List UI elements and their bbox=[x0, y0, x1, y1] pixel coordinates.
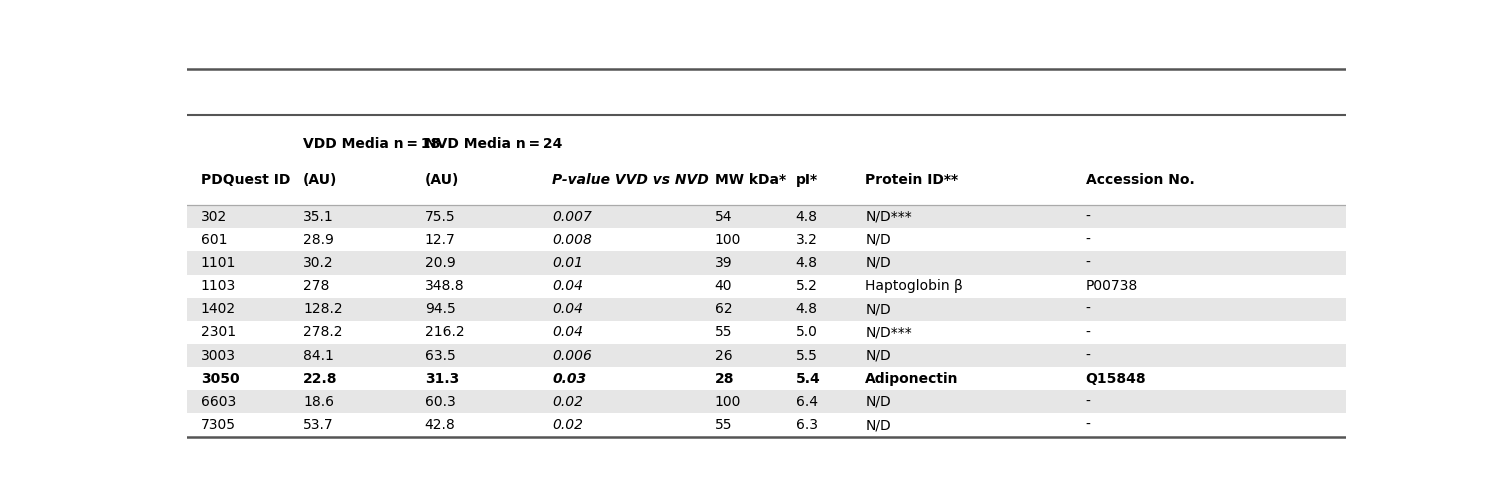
Text: 3003: 3003 bbox=[200, 348, 236, 362]
Text: 5.0: 5.0 bbox=[796, 326, 817, 339]
Text: 3.2: 3.2 bbox=[796, 233, 817, 247]
Text: Protein ID**: Protein ID** bbox=[865, 173, 959, 187]
Text: 100: 100 bbox=[715, 395, 741, 409]
Text: 54: 54 bbox=[715, 210, 732, 224]
Text: 278.2: 278.2 bbox=[302, 326, 343, 339]
Text: MW kDa*: MW kDa* bbox=[715, 173, 785, 187]
Text: 28.9: 28.9 bbox=[302, 233, 334, 247]
Text: Accession No.: Accession No. bbox=[1086, 173, 1194, 187]
Text: 4.8: 4.8 bbox=[796, 256, 818, 270]
Text: 100: 100 bbox=[715, 233, 741, 247]
Text: -: - bbox=[1086, 395, 1091, 409]
Text: 31.3: 31.3 bbox=[425, 372, 459, 386]
Text: -: - bbox=[1086, 256, 1091, 270]
Text: 75.5: 75.5 bbox=[425, 210, 455, 224]
Text: 0.04: 0.04 bbox=[552, 302, 583, 316]
Text: 26: 26 bbox=[715, 348, 732, 362]
Text: Q15848: Q15848 bbox=[1086, 372, 1146, 386]
Text: 302: 302 bbox=[200, 210, 227, 224]
FancyBboxPatch shape bbox=[187, 344, 1346, 367]
Text: 30.2: 30.2 bbox=[302, 256, 334, 270]
Text: 6.3: 6.3 bbox=[796, 418, 818, 432]
Text: N/D: N/D bbox=[865, 348, 892, 362]
Text: 40: 40 bbox=[715, 279, 732, 293]
Text: -: - bbox=[1086, 233, 1091, 247]
Text: 0.02: 0.02 bbox=[552, 418, 583, 432]
Text: 0.04: 0.04 bbox=[552, 326, 583, 339]
Text: pI*: pI* bbox=[796, 173, 818, 187]
Text: 12.7: 12.7 bbox=[425, 233, 455, 247]
Text: VDD Media n = 18: VDD Media n = 18 bbox=[302, 137, 440, 151]
Text: 94.5: 94.5 bbox=[425, 302, 455, 316]
Text: 0.03: 0.03 bbox=[552, 372, 586, 386]
Text: 128.2: 128.2 bbox=[302, 302, 343, 316]
Text: 1103: 1103 bbox=[200, 279, 236, 293]
Text: 216.2: 216.2 bbox=[425, 326, 464, 339]
Text: -: - bbox=[1086, 302, 1091, 316]
Text: 5.4: 5.4 bbox=[796, 372, 820, 386]
Text: 35.1: 35.1 bbox=[302, 210, 334, 224]
Text: 4.8: 4.8 bbox=[796, 302, 818, 316]
FancyBboxPatch shape bbox=[187, 251, 1346, 274]
Text: 0.02: 0.02 bbox=[552, 395, 583, 409]
Text: 2301: 2301 bbox=[200, 326, 236, 339]
Text: Adiponectin: Adiponectin bbox=[865, 372, 959, 386]
Text: P00738: P00738 bbox=[1086, 279, 1138, 293]
Text: -: - bbox=[1086, 418, 1091, 432]
Text: 22.8: 22.8 bbox=[302, 372, 338, 386]
Text: -: - bbox=[1086, 210, 1091, 224]
Text: Haptoglobin β: Haptoglobin β bbox=[865, 279, 963, 293]
FancyBboxPatch shape bbox=[187, 390, 1346, 414]
Text: 348.8: 348.8 bbox=[425, 279, 464, 293]
Text: (AU): (AU) bbox=[302, 173, 337, 187]
Text: 39: 39 bbox=[715, 256, 732, 270]
Text: 0.007: 0.007 bbox=[552, 210, 592, 224]
Text: 1402: 1402 bbox=[200, 302, 236, 316]
Text: 0.04: 0.04 bbox=[552, 279, 583, 293]
Text: 42.8: 42.8 bbox=[425, 418, 455, 432]
Text: (AU): (AU) bbox=[425, 173, 459, 187]
Text: 5.2: 5.2 bbox=[796, 279, 817, 293]
Text: 55: 55 bbox=[715, 326, 732, 339]
Text: 55: 55 bbox=[715, 418, 732, 432]
Text: NVD Media n = 24: NVD Media n = 24 bbox=[425, 137, 562, 151]
Text: P-value VVD vs NVD: P-value VVD vs NVD bbox=[552, 173, 709, 187]
Text: 28: 28 bbox=[715, 372, 735, 386]
Text: 84.1: 84.1 bbox=[302, 348, 334, 362]
Text: N/D***: N/D*** bbox=[865, 210, 913, 224]
Text: 3050: 3050 bbox=[200, 372, 239, 386]
Text: 18.6: 18.6 bbox=[302, 395, 334, 409]
Text: 5.5: 5.5 bbox=[796, 348, 817, 362]
Text: 278: 278 bbox=[302, 279, 329, 293]
Text: 62: 62 bbox=[715, 302, 732, 316]
Text: N/D: N/D bbox=[865, 256, 892, 270]
Text: 0.008: 0.008 bbox=[552, 233, 592, 247]
Text: N/D***: N/D*** bbox=[865, 326, 913, 339]
Text: N/D: N/D bbox=[865, 302, 892, 316]
Text: 20.9: 20.9 bbox=[425, 256, 455, 270]
Text: 4.8: 4.8 bbox=[796, 210, 818, 224]
Text: 6.4: 6.4 bbox=[796, 395, 818, 409]
Text: -: - bbox=[1086, 348, 1091, 362]
Text: 601: 601 bbox=[200, 233, 227, 247]
Text: 0.006: 0.006 bbox=[552, 348, 592, 362]
Text: N/D: N/D bbox=[865, 395, 892, 409]
Text: 0.01: 0.01 bbox=[552, 256, 583, 270]
Text: PDQuest ID: PDQuest ID bbox=[200, 173, 290, 187]
FancyBboxPatch shape bbox=[187, 298, 1346, 321]
Text: 6603: 6603 bbox=[200, 395, 236, 409]
Text: 7305: 7305 bbox=[200, 418, 236, 432]
FancyBboxPatch shape bbox=[187, 205, 1346, 228]
Text: 1101: 1101 bbox=[200, 256, 236, 270]
Text: -: - bbox=[1086, 326, 1091, 339]
Text: 60.3: 60.3 bbox=[425, 395, 455, 409]
Text: 63.5: 63.5 bbox=[425, 348, 455, 362]
Text: 53.7: 53.7 bbox=[302, 418, 334, 432]
Text: N/D: N/D bbox=[865, 418, 892, 432]
Text: N/D: N/D bbox=[865, 233, 892, 247]
